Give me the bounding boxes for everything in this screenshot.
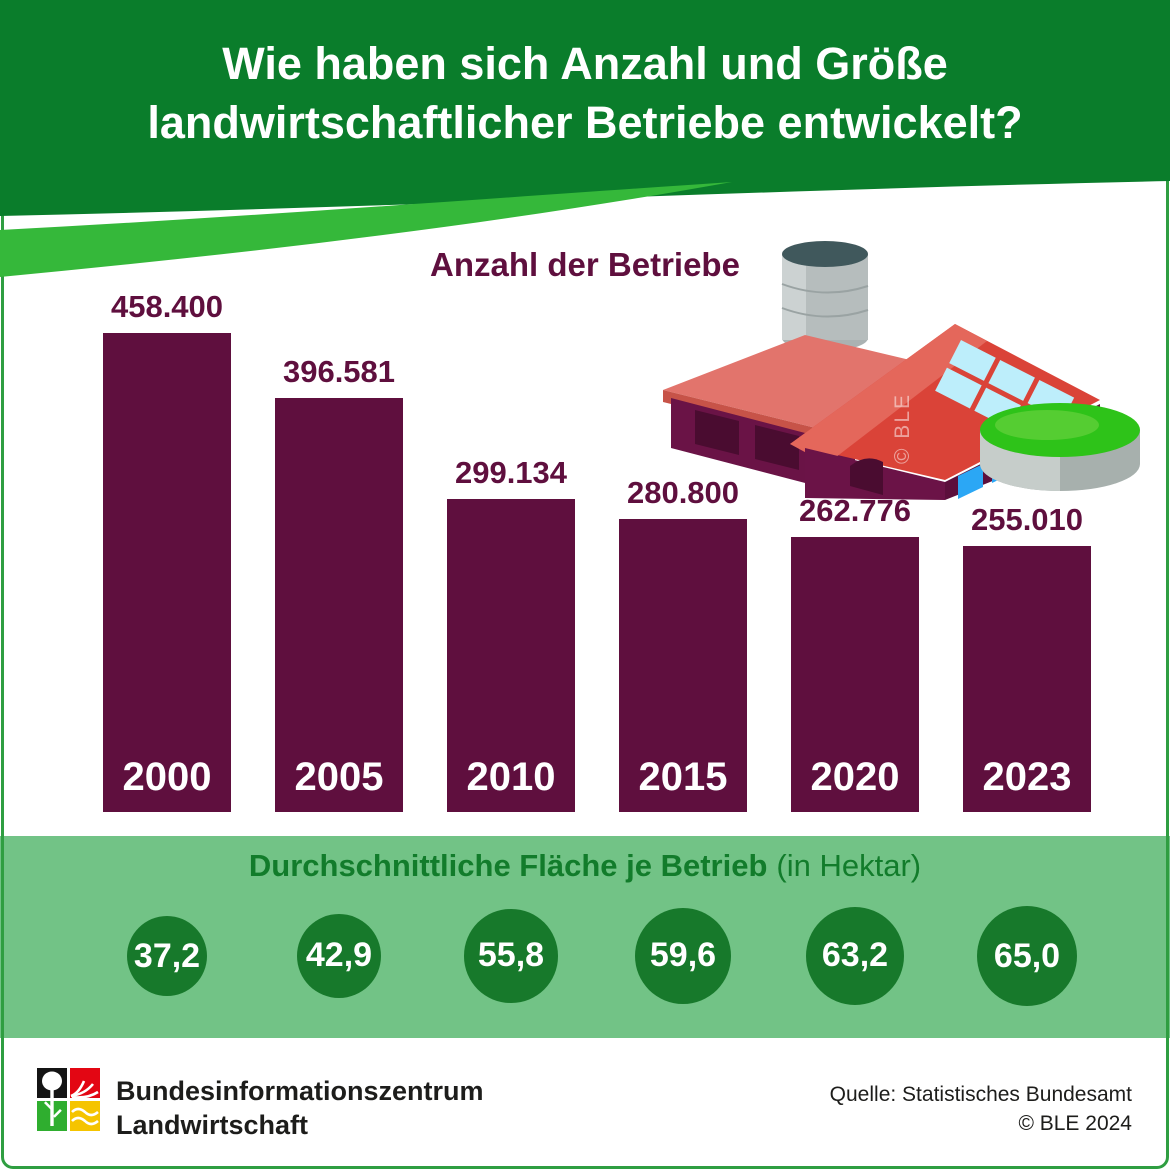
bar <box>791 537 919 812</box>
page-title-line1: Wie haben sich Anzahl und Größe <box>222 38 948 89</box>
bar-year-label: 2020 <box>810 755 900 799</box>
area-circle: 37,2 <box>127 916 207 996</box>
bar-year-label: 2010 <box>466 755 556 799</box>
field-curves-icon <box>70 1080 99 1099</box>
bar-value-label: 458.400 <box>110 289 224 324</box>
bar-value-label: 262.776 <box>798 493 912 528</box>
bar-value-label: 255.010 <box>970 502 1084 537</box>
header-banner <box>0 0 1170 277</box>
bar-year-label: 2005 <box>294 755 384 799</box>
ble-logo <box>37 1068 100 1131</box>
area-band-title: Durchschnittliche Fläche je Betrieb (in H… <box>0 848 1170 884</box>
bar-value-label: 280.800 <box>626 475 740 510</box>
organization-name-line2: Landwirtschaft <box>116 1110 309 1140</box>
bar <box>275 398 403 812</box>
silo-icon <box>781 241 869 351</box>
area-circle: 65,0 <box>977 906 1077 1006</box>
source-line: Quelle: Statistisches Bundesamt <box>829 1083 1132 1106</box>
tree-icon <box>42 1071 62 1126</box>
header-swoosh <box>0 182 732 277</box>
bar-value-label: 299.134 <box>454 455 568 490</box>
organization-name: Bundesinformationszentrum Landwirtschaft <box>116 1074 484 1142</box>
organization-name-line1: Bundesinformationszentrum <box>116 1076 484 1106</box>
bar <box>447 499 575 812</box>
area-band-title-bold: Durchschnittliche Fläche je Betrieb <box>248 848 768 883</box>
bar-year-label: 2015 <box>638 755 728 799</box>
page-title: Wie haben sich Anzahl und Größe landwirt… <box>0 34 1170 152</box>
farm-illustration: © BLE <box>663 241 1140 500</box>
bar <box>963 546 1091 812</box>
area-circle: 42,9 <box>296 913 382 999</box>
page-title-line2: landwirtschaftlicher Betriebe entwickelt… <box>147 97 1023 148</box>
green-field-disc-icon <box>980 403 1140 491</box>
bar-year-label: 2000 <box>122 755 212 799</box>
area-circle: 55,8 <box>464 909 558 1003</box>
area-circle: 63,2 <box>805 906 905 1006</box>
bar-year-label: 2023 <box>982 755 1072 799</box>
chart-title: Anzahl der Betriebe <box>430 246 740 283</box>
area-circle: 59,6 <box>634 907 732 1005</box>
source-credit: Quelle: Statistisches Bundesamt © BLE 20… <box>830 1080 1132 1138</box>
header-green-block <box>0 0 1170 216</box>
copyright-line: © BLE 2024 <box>1018 1112 1132 1135</box>
bar-value-label: 396.581 <box>282 354 396 389</box>
bar <box>103 333 231 812</box>
ble-watermark: © BLE <box>891 393 914 464</box>
water-waves-icon <box>71 1107 99 1126</box>
area-band-title-unit: (in Hektar) <box>776 848 922 883</box>
bar <box>619 519 747 812</box>
